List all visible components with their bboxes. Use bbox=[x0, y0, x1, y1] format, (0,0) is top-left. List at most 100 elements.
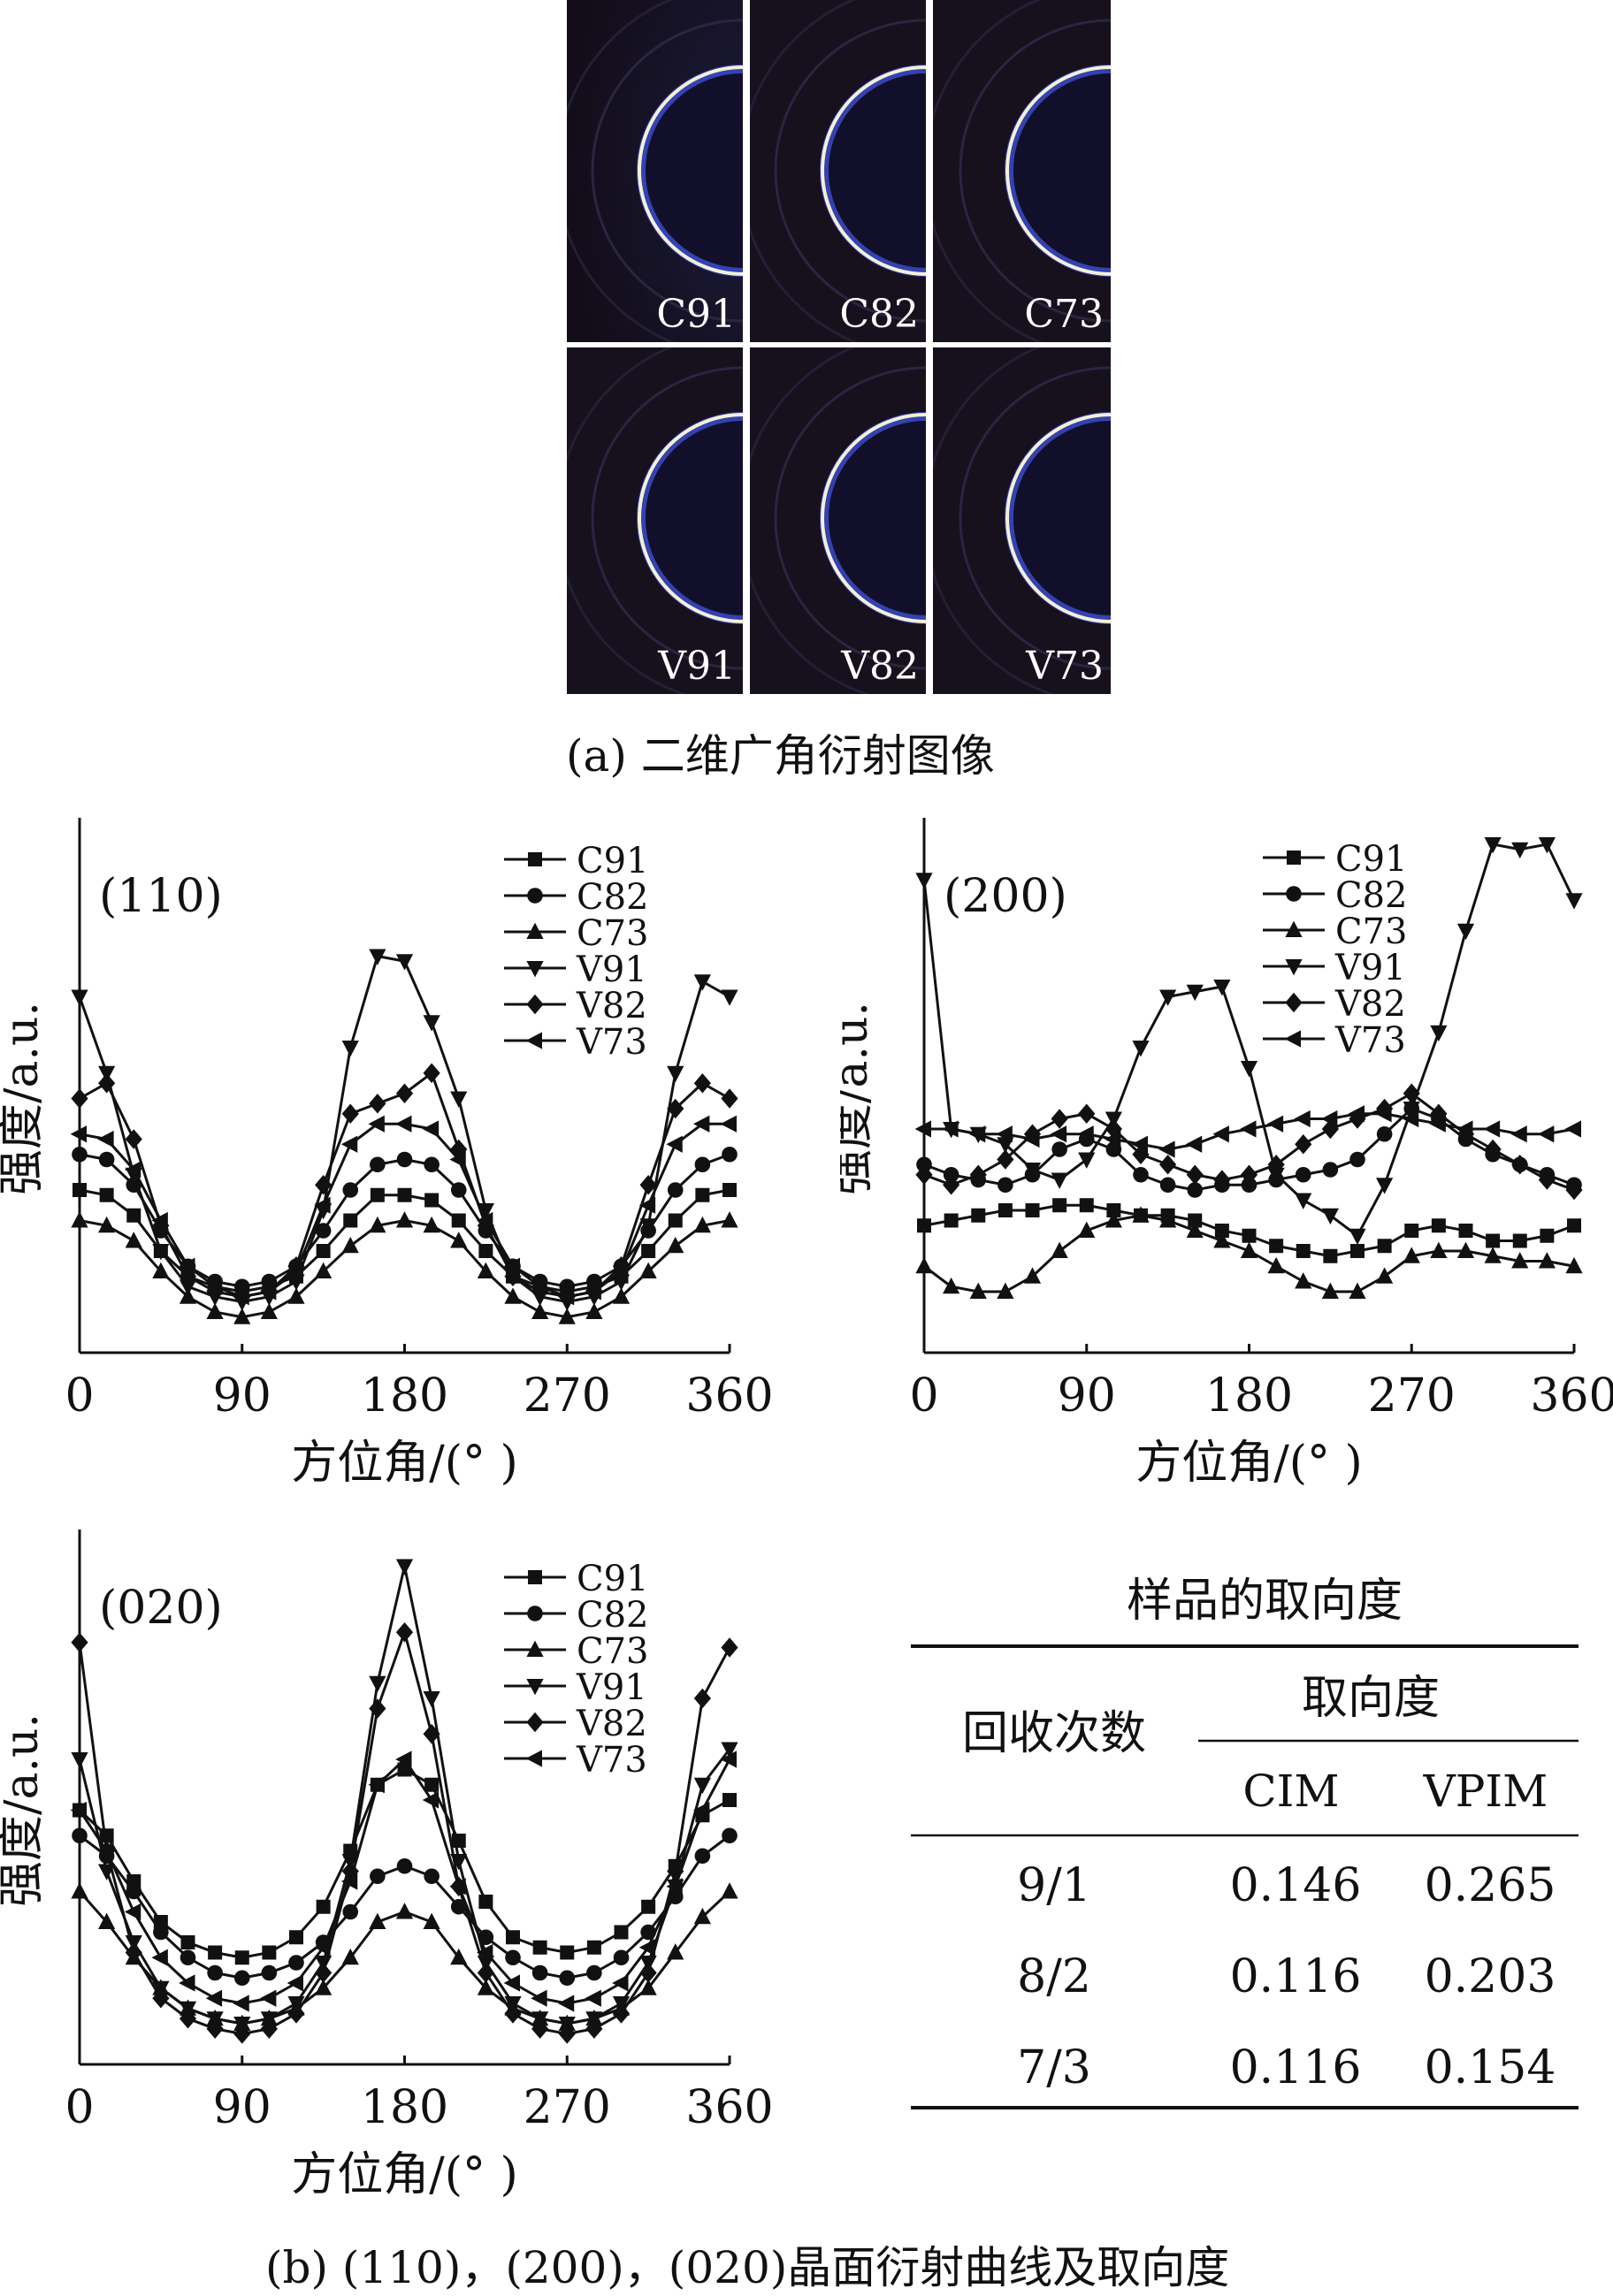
data-point bbox=[638, 1939, 656, 1957]
image-label: V91 bbox=[658, 644, 736, 689]
waxd-image-v73: V73 bbox=[933, 347, 1111, 694]
data-point bbox=[315, 1262, 333, 1278]
data-point bbox=[1240, 1241, 1258, 1258]
data-point bbox=[1078, 1103, 1096, 1124]
data-point bbox=[1267, 1167, 1285, 1185]
series-C82 bbox=[72, 1827, 738, 1987]
legend-label: C91 bbox=[1335, 839, 1408, 880]
data-point bbox=[125, 1942, 142, 1963]
data-point bbox=[666, 1135, 683, 1153]
data-point bbox=[1023, 1130, 1040, 1148]
y-axis-label: 强度/a.u. bbox=[0, 1002, 49, 1195]
data-point bbox=[943, 1166, 959, 1183]
data-point bbox=[424, 1868, 440, 1885]
table-cell: 9/1 bbox=[1017, 1859, 1091, 1912]
data-point bbox=[1567, 1218, 1581, 1233]
data-point bbox=[1295, 1272, 1312, 1289]
data-point bbox=[1403, 1247, 1420, 1263]
data-point bbox=[1052, 1198, 1067, 1213]
data-point bbox=[262, 1945, 277, 1960]
data-point bbox=[1538, 1252, 1556, 1269]
diffraction-ring-icon bbox=[933, 0, 1111, 342]
data-point bbox=[179, 1279, 197, 1296]
data-point bbox=[287, 1262, 303, 1280]
data-point bbox=[997, 1137, 1014, 1154]
legend-marker bbox=[527, 1606, 543, 1621]
data-point bbox=[1212, 1125, 1229, 1143]
data-point bbox=[1266, 1115, 1284, 1133]
data-point bbox=[395, 954, 414, 971]
data-point bbox=[721, 1211, 738, 1228]
panel-b-caption: (b) (110)，(200)，(020)晶面衍射曲线及取向度 bbox=[265, 2242, 1230, 2293]
data-point bbox=[98, 1073, 116, 1094]
data-point bbox=[1565, 1256, 1583, 1274]
data-point bbox=[942, 1120, 959, 1138]
data-point bbox=[693, 974, 711, 991]
data-point bbox=[316, 1899, 331, 1914]
legend-marker bbox=[526, 1679, 544, 1696]
table-col-header: VPIM bbox=[1423, 1766, 1548, 1817]
data-point bbox=[1321, 1208, 1339, 1225]
data-point bbox=[1456, 1120, 1473, 1138]
data-point bbox=[70, 1125, 87, 1143]
data-point bbox=[692, 1115, 710, 1133]
data-point bbox=[531, 1989, 547, 2007]
data-point bbox=[1431, 1218, 1446, 1233]
data-point bbox=[666, 1878, 683, 1896]
data-point bbox=[1564, 1120, 1581, 1138]
data-point bbox=[259, 1989, 277, 2007]
series-line bbox=[78, 1757, 731, 2005]
data-point bbox=[1240, 1061, 1258, 1078]
data-point bbox=[1133, 1166, 1149, 1183]
data-point bbox=[969, 1282, 987, 1299]
legend-label: C82 bbox=[577, 877, 649, 918]
data-point bbox=[613, 1949, 630, 1966]
data-point bbox=[692, 1801, 710, 1819]
data-point bbox=[342, 1182, 359, 1198]
data-point bbox=[558, 1308, 576, 1324]
legend-marker bbox=[526, 994, 544, 1015]
data-point bbox=[1376, 1178, 1394, 1194]
data-point bbox=[423, 1912, 440, 1929]
data-point bbox=[612, 1287, 631, 1304]
data-point bbox=[71, 1211, 88, 1228]
data-point bbox=[341, 1236, 359, 1254]
diffraction-ring-icon bbox=[750, 0, 926, 342]
legend-marker bbox=[1287, 851, 1301, 865]
data-point bbox=[997, 1282, 1014, 1299]
data-point bbox=[1159, 1177, 1176, 1194]
data-point bbox=[1486, 1233, 1501, 1248]
legend-marker bbox=[1285, 959, 1303, 976]
data-point bbox=[531, 1278, 547, 1295]
data-point bbox=[693, 1907, 711, 1925]
data-point bbox=[1051, 1172, 1068, 1189]
data-point bbox=[586, 1964, 602, 1981]
x-tick-label: 0 bbox=[65, 2081, 94, 2134]
x-axis-label: 方位角/(° ) bbox=[291, 1437, 518, 1490]
data-point bbox=[314, 1196, 331, 1214]
data-point bbox=[395, 1559, 414, 1575]
data-point bbox=[1375, 1105, 1392, 1123]
waxd-image-v82: V82 bbox=[750, 347, 926, 694]
data-point bbox=[234, 1950, 249, 1965]
data-point bbox=[720, 1751, 737, 1768]
data-point bbox=[1186, 984, 1204, 1002]
data-point bbox=[1185, 1135, 1203, 1153]
x-tick-label: 270 bbox=[524, 1369, 611, 1423]
table-col-header: CIM bbox=[1242, 1766, 1339, 1817]
data-point bbox=[1510, 1125, 1527, 1143]
data-point bbox=[694, 1848, 711, 1865]
data-point bbox=[395, 1115, 412, 1133]
data-point bbox=[450, 1948, 468, 1965]
data-point bbox=[287, 1287, 305, 1304]
data-point bbox=[233, 1288, 249, 1306]
data-point bbox=[971, 1208, 986, 1223]
data-point bbox=[720, 1115, 737, 1133]
data-point bbox=[98, 1912, 116, 1929]
data-point bbox=[124, 1161, 141, 1179]
data-point bbox=[531, 1964, 548, 1981]
data-point bbox=[721, 1088, 738, 1109]
data-point bbox=[1242, 1228, 1257, 1243]
legend-marker bbox=[526, 922, 544, 939]
data-point bbox=[557, 1288, 575, 1306]
